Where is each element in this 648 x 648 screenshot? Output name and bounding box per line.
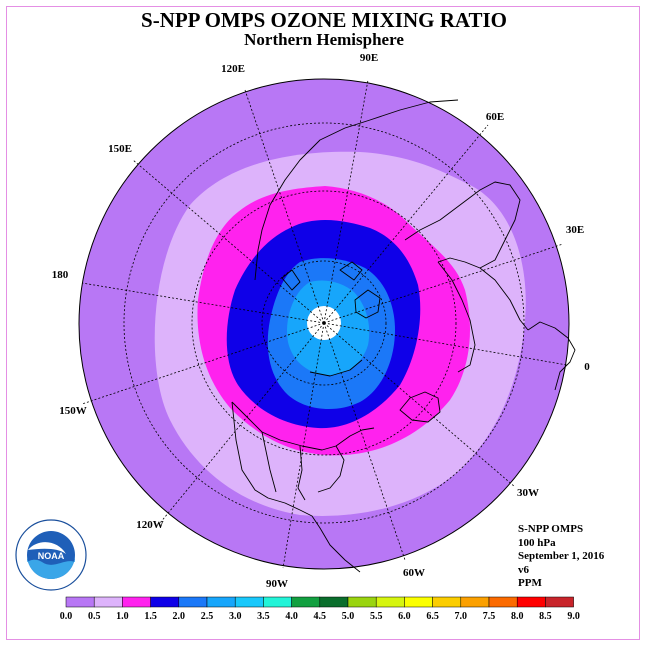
info-version: v6 [518, 563, 529, 576]
colorbar-swatch [460, 596, 490, 608]
colorbar-tick-label: 5.0 [342, 611, 355, 622]
coastlines [231, 99, 576, 573]
colorbar-swatch [488, 596, 518, 608]
colorbar-tick-label: 0.5 [88, 611, 101, 622]
map-title: S-NPP OMPS OZONE MIXING RATIO [141, 8, 507, 32]
colorbar-swatches [65, 596, 574, 608]
colorbar-tick-label: 2.0 [173, 611, 186, 622]
colorbar-tick-label: 7.5 [483, 611, 496, 622]
noaa-logo: NOAA [14, 518, 88, 592]
longitude-labels: 90E 60E 30E 0 30W 60W 90W 120W 150W 180 … [52, 52, 591, 590]
colorbar-swatch [375, 596, 405, 608]
lon-label-30w: 30W [517, 487, 539, 499]
map-boundary [78, 78, 570, 570]
colorbar-tick-label: 4.5 [314, 611, 327, 622]
colorbar-swatch [150, 596, 180, 608]
colorbar-tick-label: 8.0 [511, 611, 524, 622]
info-units: PPM [518, 577, 542, 590]
colorbar-tick-label: 3.0 [229, 611, 242, 622]
figure-frame [6, 6, 640, 640]
lon-label-90e: 90E [360, 52, 378, 64]
colorbar-tick-label: 9.0 [567, 611, 580, 622]
colorbar-tick-label: 2.5 [201, 611, 214, 622]
colorbar-swatch [291, 596, 321, 608]
colorbar-swatch [347, 596, 377, 608]
colorbar-swatch [234, 596, 264, 608]
colorbar-tick-label: 3.5 [257, 611, 270, 622]
info-instrument: S-NPP OMPS [518, 523, 584, 535]
colorbar-swatch [178, 596, 208, 608]
lon-label-60w: 60W [403, 567, 425, 579]
colorbar-tick-label: 1.0 [116, 611, 129, 622]
colorbar-swatch [516, 596, 546, 608]
info-block: S-NPP OMPS 100 hPa September 1, 2016 v6 … [518, 523, 604, 591]
lon-label-150e: 150E [108, 143, 132, 155]
lon-label-90w: 90W [266, 578, 288, 590]
info-date: September 1, 2016 [518, 550, 605, 563]
colorbar-tick-label: 6.0 [398, 611, 411, 622]
colorbar-swatch [319, 596, 349, 608]
colorbar-tick-label: 4.0 [285, 611, 298, 622]
colorbar-swatch [404, 596, 433, 608]
colorbar-tick-label: 6.5 [426, 611, 439, 622]
map-subtitle: Northern Hemisphere [244, 30, 404, 49]
colorbar-swatch [122, 596, 151, 608]
graticule [81, 79, 568, 569]
colorbar-swatch [432, 596, 462, 608]
colorbar-swatch [263, 596, 292, 608]
colorbar-labels: 0.0 0.5 1.0 1.5 2.0 2.5 3.0 3.5 4.0 4.5 5.0 5.5 6.0 6… [60, 611, 580, 622]
lon-label-30e: 30E [566, 224, 584, 236]
colorbar-swatch [206, 596, 236, 608]
info-level: 100 hPa [518, 536, 556, 549]
noaa-logo-text: NOAA [38, 551, 65, 561]
colorbar-swatch [545, 596, 574, 608]
colorbar-tick-label: 8.5 [539, 611, 552, 622]
colorbar-tick-label: 0.0 [60, 611, 73, 622]
lon-label-150w: 150W [59, 405, 87, 417]
lon-label-120w: 120W [136, 519, 164, 531]
lon-label-0: 0 [584, 361, 590, 373]
colorbar-swatch [65, 596, 95, 608]
lon-label-180: 180 [52, 269, 69, 281]
colorbar-tick-label: 7.0 [455, 611, 468, 622]
colorbar-tick-label: 1.5 [144, 611, 157, 622]
lon-label-60e: 60E [486, 111, 504, 123]
lon-label-120e: 120E [221, 63, 245, 75]
colorbar-tick-label: 5.5 [370, 611, 383, 622]
colorbar-swatch [93, 596, 123, 608]
